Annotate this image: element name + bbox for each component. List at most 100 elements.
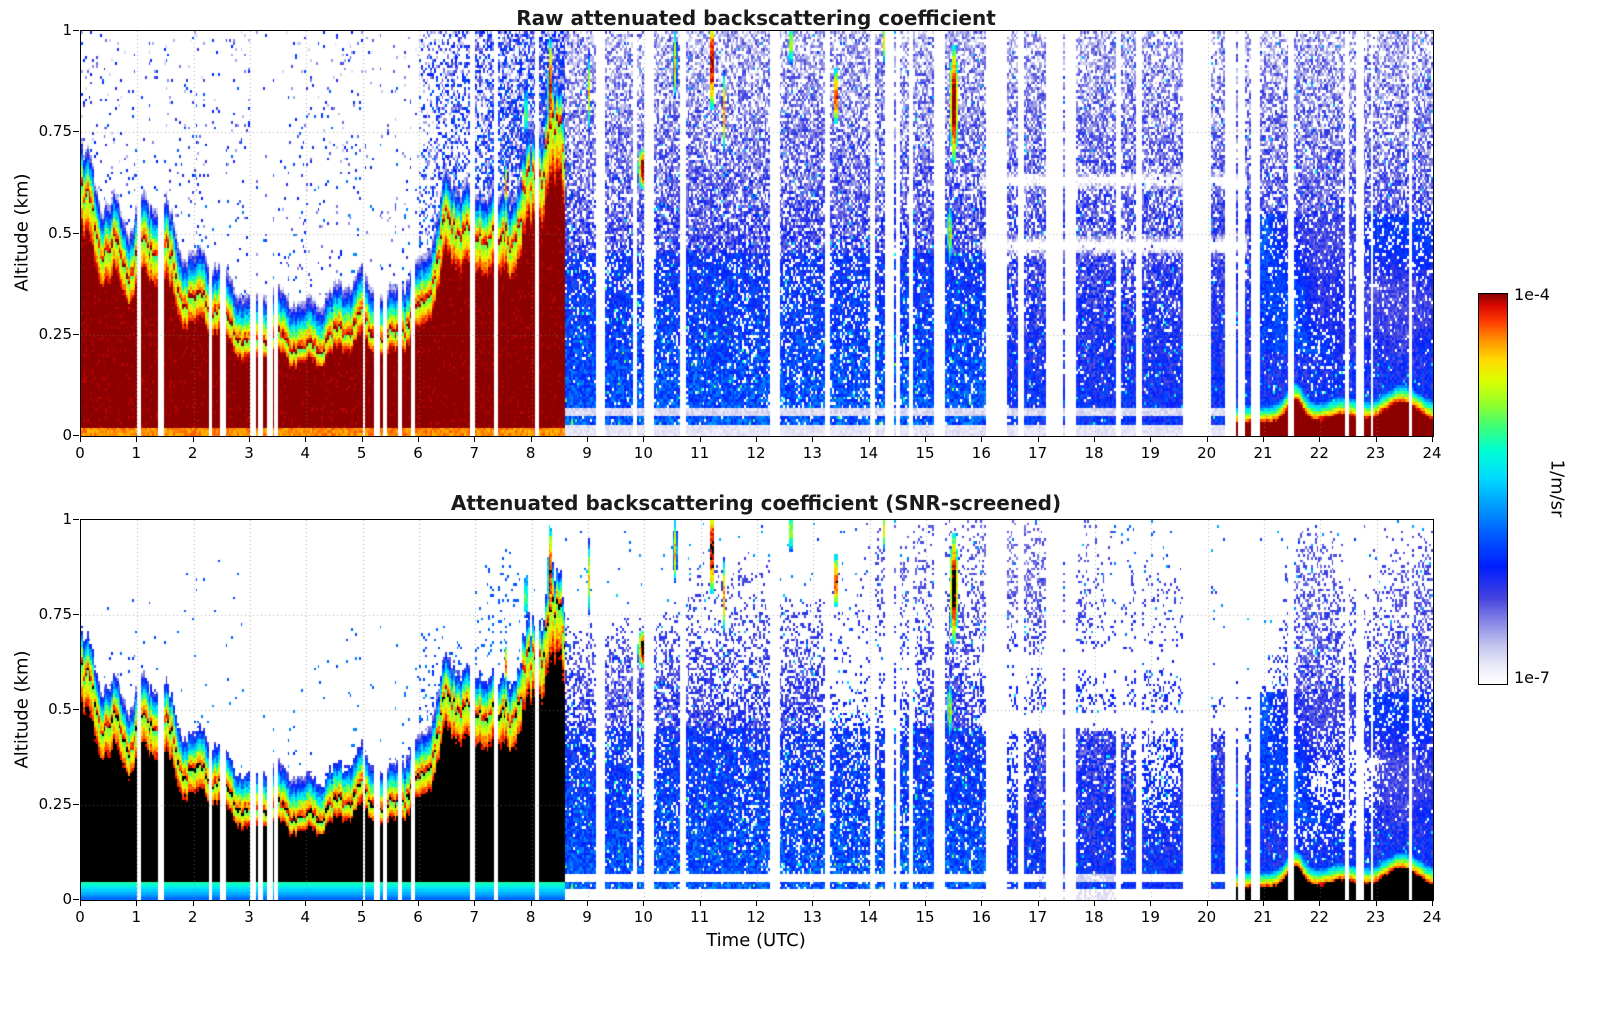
x-tick-label: 7 (469, 908, 480, 926)
x-tick-mark (192, 436, 194, 442)
x-tick-label: 12 (746, 444, 766, 462)
x-tick-mark (530, 900, 532, 906)
x-tick-mark (1150, 900, 1152, 906)
x-tick-mark (1206, 900, 1208, 906)
colorbar-gradient-canvas (1479, 294, 1507, 684)
x-tick-mark (1375, 436, 1377, 442)
x-tick-label: 2 (187, 908, 198, 926)
x-tick-mark (1432, 436, 1433, 442)
x-tick-label: 5 (356, 444, 367, 462)
x-tick-label: 15 (915, 908, 935, 926)
x-tick-mark (587, 436, 588, 442)
x-tick-label: 22 (1309, 444, 1329, 462)
panel1-plot (80, 30, 1434, 437)
x-tick-mark (530, 436, 532, 442)
x-tick-mark (1206, 436, 1208, 442)
y-tick-label: 0.5 (48, 223, 72, 242)
x-tick-label: 0 (75, 908, 85, 926)
x-tick-mark (643, 900, 645, 906)
x-tick-label: 1 (131, 444, 142, 462)
x-tick-label: 17 (1028, 444, 1048, 462)
y-tick-label: 0 (62, 890, 72, 908)
x-tick-mark (587, 900, 588, 906)
x-tick-label: 20 (1197, 444, 1217, 462)
x-tick-mark (756, 900, 757, 906)
y-tick-mark (73, 519, 79, 520)
x-tick-mark (756, 436, 757, 442)
x-tick-mark (361, 436, 363, 442)
y-tick-mark (73, 899, 79, 900)
x-tick-mark (643, 436, 645, 442)
y-tick-mark (73, 333, 79, 335)
x-tick-mark (249, 436, 250, 442)
y-tick-mark (73, 614, 79, 615)
x-tick-mark (136, 900, 138, 906)
x-tick-label: 15 (915, 444, 935, 462)
x-tick-label: 21 (1253, 444, 1273, 462)
panel1-title: Raw attenuated backscattering coefficien… (516, 6, 996, 30)
panel1-y-axis-label: Altitude (km) (11, 173, 33, 292)
x-tick-mark (1094, 436, 1095, 442)
x-tick-label: 20 (1197, 908, 1217, 926)
x-tick-mark (1375, 900, 1377, 906)
x-tick-mark (1263, 436, 1264, 442)
x-tick-label: 21 (1253, 908, 1273, 926)
panel2-y-axis-label: Altitude (km) (11, 650, 33, 769)
x-tick-mark (192, 900, 194, 906)
panel1-heatmap-canvas (81, 31, 1433, 436)
x-tick-label: 14 (859, 908, 879, 926)
x-tick-mark (136, 436, 138, 442)
x-tick-label: 3 (244, 908, 254, 926)
x-tick-label: 10 (633, 908, 653, 926)
x-tick-label: 9 (582, 908, 592, 926)
x-tick-mark (418, 436, 419, 442)
x-tick-mark (418, 900, 419, 906)
y-tick-label: 0.5 (48, 700, 72, 718)
x-tick-label: 4 (300, 444, 311, 462)
y-tick-mark (73, 232, 79, 234)
x-tick-mark (249, 900, 250, 906)
x-tick-label: 10 (633, 444, 653, 462)
x-tick-label: 23 (1366, 908, 1386, 926)
colorbar-min-label: 1e-7 (1514, 668, 1550, 687)
x-tick-label: 11 (690, 908, 710, 926)
x-tick-label: 24 (1422, 444, 1442, 462)
y-tick-label: 1 (62, 510, 72, 528)
x-tick-mark (1150, 436, 1152, 442)
x-tick-label: 8 (525, 908, 536, 926)
y-tick-label: 0.25 (38, 795, 72, 813)
x-tick-mark (981, 900, 983, 906)
x-tick-mark (981, 436, 983, 442)
x-tick-mark (1263, 900, 1264, 906)
x-tick-label: 16 (971, 444, 991, 462)
x-tick-label: 12 (746, 908, 766, 926)
x-tick-mark (474, 900, 476, 906)
x-tick-mark (1037, 900, 1039, 906)
x-tick-mark (1094, 900, 1095, 906)
y-tick-mark (73, 435, 79, 436)
x-tick-mark (699, 436, 701, 442)
x-tick-mark (80, 436, 81, 442)
x-tick-mark (305, 900, 307, 906)
x-tick-label: 19 (1140, 908, 1160, 926)
x-tick-label: 2 (187, 444, 198, 462)
y-tick-label: 0.75 (38, 605, 72, 623)
x-tick-mark (812, 900, 814, 906)
x-tick-label: 3 (244, 444, 254, 462)
panel2-heatmap-canvas (81, 520, 1433, 900)
x-tick-label: 16 (971, 908, 991, 926)
x-tick-label: 11 (690, 444, 710, 462)
x-tick-mark (305, 436, 307, 442)
x-tick-label: 24 (1422, 908, 1442, 926)
x-tick-label: 4 (300, 908, 311, 926)
x-tick-mark (925, 900, 926, 906)
y-tick-mark (73, 709, 79, 710)
x-tick-label: 17 (1028, 908, 1048, 926)
x-tick-label: 7 (469, 444, 480, 462)
x-axis-label: Time (UTC) (706, 930, 806, 951)
x-tick-mark (812, 436, 814, 442)
x-tick-label: 22 (1309, 908, 1329, 926)
x-tick-label: 13 (802, 444, 822, 462)
y-tick-mark (73, 30, 79, 31)
